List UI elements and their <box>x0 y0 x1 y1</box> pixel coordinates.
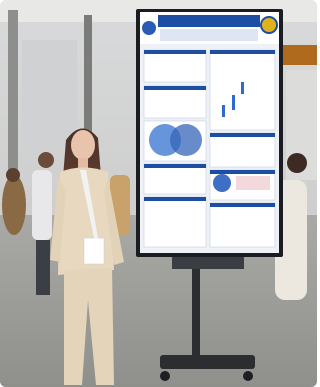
background-person <box>32 170 52 240</box>
photo-frame <box>0 0 317 387</box>
background-person-head <box>287 153 307 173</box>
stand-bracket <box>172 255 244 269</box>
background-person <box>2 175 26 235</box>
stand-base <box>160 355 255 369</box>
background-person-legs <box>36 240 50 295</box>
poster-image <box>213 174 231 192</box>
stand-wheel <box>243 371 253 381</box>
booth-wall <box>22 40 77 150</box>
poster-logo <box>142 21 156 35</box>
sign <box>282 45 317 65</box>
background-person-head <box>38 152 54 168</box>
poster-logo <box>261 17 277 33</box>
poster-venn-circle <box>170 124 202 156</box>
poster-image <box>236 176 270 190</box>
person-badge <box>84 238 104 264</box>
person-face <box>71 130 95 160</box>
poster-title-bar <box>158 15 260 27</box>
stand-pole <box>192 255 200 360</box>
background-person-head <box>6 168 20 182</box>
stand-wheel <box>160 371 170 381</box>
pillar <box>8 10 18 180</box>
photo-scene <box>0 0 317 387</box>
poster-authors <box>160 29 258 41</box>
